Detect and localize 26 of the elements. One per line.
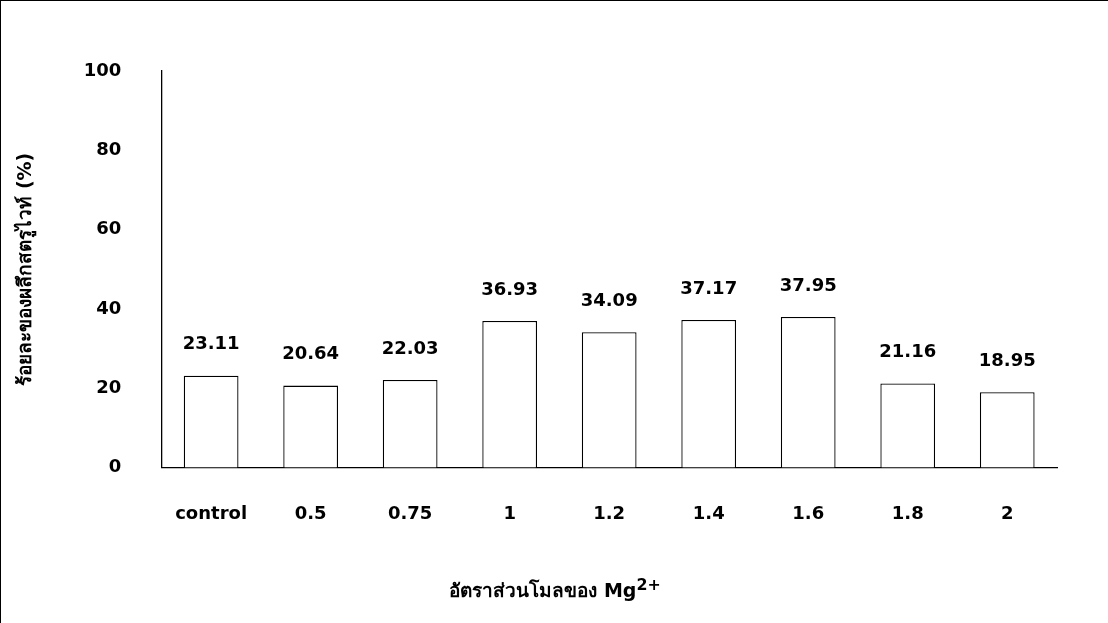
x-tick-label: 1: [503, 501, 516, 523]
x-tick-label: 1.8: [891, 501, 924, 523]
x-tick-label: 2: [1000, 501, 1014, 523]
x-tick-label: 1.6: [792, 501, 825, 523]
data-label: 37.17: [680, 276, 738, 298]
y-tick-label: 100: [83, 58, 122, 80]
x-tick-label: 1.4: [692, 501, 725, 523]
data-label: 36.93: [481, 277, 539, 299]
y-tick-label: 80: [96, 137, 122, 159]
x-tick-label: control: [175, 501, 248, 523]
data-label: 21.16: [879, 340, 937, 362]
data-label: 34.09: [580, 288, 638, 310]
y-tick-label: 0: [108, 455, 122, 477]
data-label: 22.03: [381, 336, 439, 358]
data-label: 18.95: [978, 348, 1036, 370]
data-label: 23.11: [182, 332, 240, 354]
y-tick-label: 60: [96, 217, 122, 239]
data-label: 20.64: [282, 342, 340, 364]
y-axis-title: ร้อยละของผลึกสตรูไวท์ (%): [13, 152, 38, 386]
x-tick-label: 0.75: [387, 501, 433, 523]
x-axis-title: อัตราส่วนโมลของ Mg$^{2+}$: [448, 575, 662, 604]
y-tick-label: 20: [96, 375, 122, 397]
y-tick-label: 40: [96, 296, 122, 318]
x-tick-label: 1.2: [593, 501, 626, 523]
x-tick-label: 0.5: [294, 501, 327, 523]
data-label: 37.95: [779, 273, 837, 295]
